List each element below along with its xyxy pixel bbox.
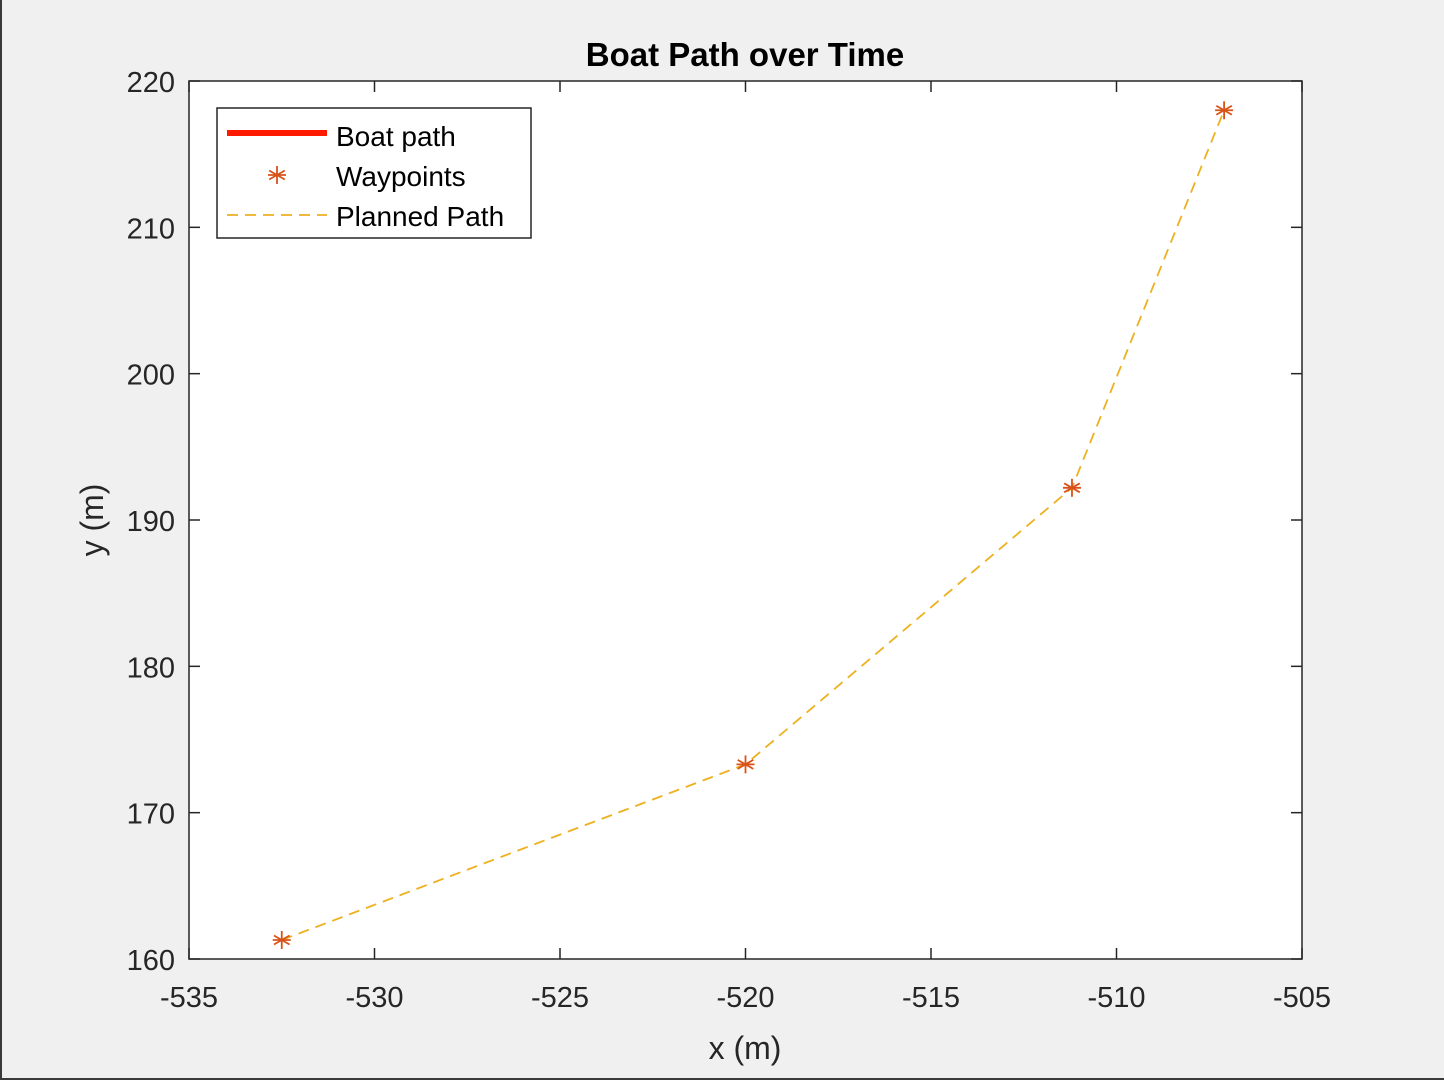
- y-tick-label: 170: [127, 799, 175, 831]
- x-tick-label: -515: [902, 982, 960, 1014]
- x-tick-label: -520: [716, 982, 774, 1014]
- planned-path-line: [281, 109, 1225, 941]
- chart-title: Boat Path over Time: [586, 36, 904, 73]
- legend-label-boat-path: Boat path: [336, 121, 456, 152]
- y-tick-label: 220: [127, 67, 175, 99]
- x-tick-label: -535: [160, 982, 218, 1014]
- waypoint-marker: [272, 930, 291, 949]
- plot-frame: [188, 80, 1303, 960]
- y-tick-label: 210: [127, 213, 175, 245]
- x-axis-label: x (m): [709, 1030, 782, 1066]
- waypoint-marker: [1215, 101, 1234, 120]
- y-axis-label: y (m): [74, 484, 110, 557]
- x-tick-label: -510: [1087, 982, 1145, 1014]
- legend-label-waypoints: Waypoints: [336, 161, 466, 192]
- legend-swatch-waypoints: [268, 166, 286, 184]
- legend-waypoint-asterisk: [268, 166, 286, 184]
- waypoint-marker: [736, 755, 755, 774]
- legend: Boat path Waypoints Planned Path: [216, 107, 532, 239]
- x-tick-label: -525: [531, 982, 589, 1014]
- y-tick-label: 160: [127, 945, 175, 977]
- y-tick-label: 190: [127, 506, 175, 538]
- x-tick-label: -505: [1273, 982, 1331, 1014]
- legend-label-planned-path: Planned Path: [336, 201, 504, 232]
- series-layer: [272, 101, 1234, 949]
- legend-box: [216, 107, 532, 239]
- y-axis: 160 170 180 190 200 210 220: [127, 67, 1302, 977]
- y-tick-label: 200: [127, 360, 175, 392]
- x-tick-label: -530: [345, 982, 403, 1014]
- waypoint-marker: [1062, 478, 1081, 497]
- y-tick-label: 180: [127, 652, 175, 684]
- x-axis: -535 -530 -525 -520 -515 -510 -505: [160, 81, 1331, 1014]
